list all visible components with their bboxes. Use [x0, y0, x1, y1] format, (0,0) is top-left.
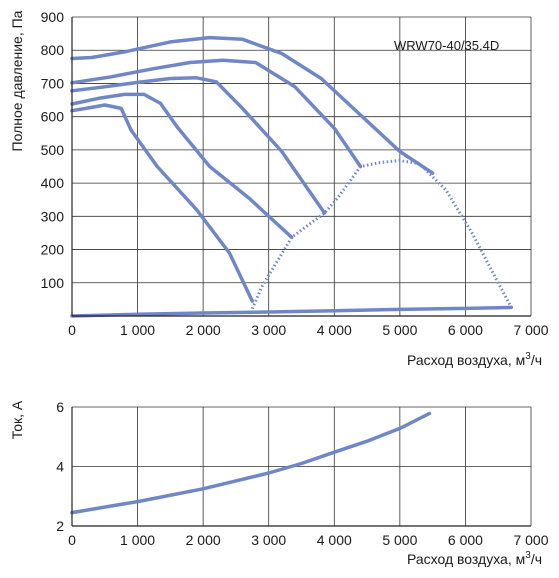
pressure-y-axis-label: Полное давление, Па [9, 10, 25, 151]
x-tick-label: 0 [68, 322, 76, 338]
y-tick-label: 2 [56, 518, 64, 534]
y-tick-label: 400 [41, 175, 65, 191]
x-tick-label: 7 000 [513, 322, 548, 338]
x-tick-label: 3 000 [251, 322, 286, 338]
y-tick-label: 200 [41, 242, 65, 258]
y-tick-label: 900 [41, 9, 65, 25]
series-line-4 [70, 103, 255, 303]
series-line-3 [70, 92, 294, 240]
x-tick-label: 6 000 [448, 322, 483, 338]
current-series [70, 411, 432, 515]
x-axis-label-sup: 3 [525, 550, 531, 561]
y-tick-label: 500 [41, 142, 65, 158]
x-tick-label: 5 000 [382, 322, 417, 338]
x-tick-label: 1 000 [120, 532, 155, 548]
series-line-2 [70, 76, 327, 215]
series-line-0 [70, 35, 435, 175]
x-tick-label: 1 000 [120, 322, 155, 338]
series-line-1 [70, 58, 363, 169]
operating-limit-curve [250, 159, 513, 310]
current-axes [71, 407, 531, 527]
model-annotation: WRW70-40/35.4D [394, 38, 499, 53]
x-tick-label: 7 000 [513, 532, 548, 548]
series-line-5 [70, 305, 514, 318]
current-tick-labels: 0 1 000 2 000 3 000 4 000 5 000 6 000 7 000 2 4 6 [56, 399, 549, 548]
x-tick-label: 3 000 [251, 532, 286, 548]
y-tick-label: 100 [41, 275, 65, 291]
x-axis-label-main: Расход воздуха, м [407, 551, 525, 567]
pressure-series [70, 35, 514, 318]
x-tick-label: 4 000 [317, 532, 352, 548]
x-axis-label-suffix: /ч [531, 352, 542, 368]
x-tick-label: 0 [68, 532, 76, 548]
x-tick-label: 2 000 [186, 532, 221, 548]
series-line-0 [70, 411, 432, 515]
x-tick-label: 4 000 [317, 322, 352, 338]
pressure-axes [71, 17, 531, 317]
pressure-chart: 0 1 000 2 000 3 000 4 000 5 000 6 000 7 000 100 2… [9, 9, 549, 368]
current-y-axis-label: Ток, А [9, 400, 25, 439]
x-axis-label-sup: 3 [525, 351, 531, 362]
y-tick-label: 4 [56, 459, 64, 475]
current-grid [72, 406, 532, 526]
current-x-axis-label: Расход воздуха, м3/ч [407, 550, 542, 567]
y-tick-label: 300 [41, 208, 65, 224]
pressure-x-axis-label: Расход воздуха, м3/ч [407, 351, 542, 368]
y-tick-label: 6 [56, 399, 64, 415]
y-tick-label: 700 [41, 75, 65, 91]
y-tick-label: 800 [41, 42, 65, 58]
pressure-tick-labels: 0 1 000 2 000 3 000 4 000 5 000 6 000 7 000 100 2… [41, 9, 549, 338]
x-axis-label-main: Расход воздуха, м [407, 352, 525, 368]
x-tick-label: 6 000 [448, 532, 483, 548]
x-tick-label: 2 000 [186, 322, 221, 338]
x-tick-label: 5 000 [382, 532, 417, 548]
pressure-grid [72, 16, 532, 316]
x-axis-label-suffix: /ч [531, 551, 542, 567]
y-tick-label: 600 [41, 109, 65, 125]
